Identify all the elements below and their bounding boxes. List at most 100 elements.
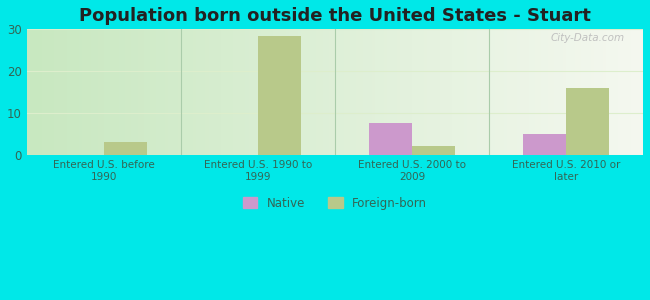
Bar [187, 29, 190, 155]
Bar [510, 29, 514, 155]
Bar [168, 29, 172, 155]
Bar [33, 29, 36, 155]
Bar [64, 29, 67, 155]
Bar [554, 29, 557, 155]
Bar [402, 29, 406, 155]
Bar [101, 29, 104, 155]
Bar [593, 29, 597, 155]
Bar [640, 29, 643, 155]
Bar [480, 29, 483, 155]
Bar [458, 29, 462, 155]
Bar [67, 29, 70, 155]
Bar [227, 29, 230, 155]
Bar [313, 29, 317, 155]
Bar [523, 29, 526, 155]
Bar [104, 29, 107, 155]
Bar [400, 29, 402, 155]
Bar [492, 29, 495, 155]
Bar [517, 29, 520, 155]
Bar [150, 29, 153, 155]
Bar [625, 29, 628, 155]
Bar [129, 29, 131, 155]
Bar [634, 29, 637, 155]
Bar [76, 29, 79, 155]
Bar [560, 29, 563, 155]
Bar [347, 29, 350, 155]
Bar [588, 29, 591, 155]
Bar [421, 29, 424, 155]
Bar [162, 29, 165, 155]
Bar [591, 29, 593, 155]
Bar [202, 29, 205, 155]
Bar [196, 29, 200, 155]
Bar [547, 29, 551, 155]
Bar [55, 29, 57, 155]
Bar [122, 29, 125, 155]
Bar [258, 36, 301, 155]
Bar [230, 29, 233, 155]
Bar [578, 29, 581, 155]
Bar [545, 29, 547, 155]
Bar [79, 29, 82, 155]
Bar [498, 29, 501, 155]
Bar [393, 29, 396, 155]
Bar [42, 29, 45, 155]
Bar [159, 29, 162, 155]
Bar [131, 29, 135, 155]
Bar [51, 29, 55, 155]
Bar [233, 29, 236, 155]
Bar [242, 29, 246, 155]
Legend: Native, Foreign-born: Native, Foreign-born [238, 192, 432, 214]
Bar [412, 29, 415, 155]
Bar [218, 29, 221, 155]
Bar [520, 29, 523, 155]
Bar [57, 29, 60, 155]
Bar [616, 29, 618, 155]
Bar [504, 29, 508, 155]
Bar [483, 29, 486, 155]
Bar [298, 29, 301, 155]
Bar [495, 29, 498, 155]
Bar [427, 29, 430, 155]
Bar [45, 29, 48, 155]
Bar [612, 29, 616, 155]
Bar [381, 29, 384, 155]
Bar [532, 29, 535, 155]
Bar [258, 29, 261, 155]
Bar [375, 29, 378, 155]
Bar [181, 29, 184, 155]
Bar [369, 123, 412, 155]
Bar [221, 29, 224, 155]
Bar [557, 29, 560, 155]
Bar [60, 29, 64, 155]
Bar [138, 29, 140, 155]
Bar [335, 29, 338, 155]
Bar [366, 29, 369, 155]
Bar [184, 29, 187, 155]
Bar [317, 29, 319, 155]
Bar [175, 29, 177, 155]
Bar [606, 29, 609, 155]
Bar [359, 29, 363, 155]
Bar [292, 29, 295, 155]
Bar [575, 29, 578, 155]
Bar [584, 29, 588, 155]
Bar [319, 29, 322, 155]
Bar [424, 29, 427, 155]
Bar [387, 29, 391, 155]
Bar [474, 29, 476, 155]
Bar [501, 29, 504, 155]
Bar [356, 29, 359, 155]
Bar [566, 88, 609, 155]
Bar [310, 29, 313, 155]
Bar [36, 29, 39, 155]
Bar [119, 29, 122, 155]
Bar [514, 29, 517, 155]
Bar [344, 29, 347, 155]
Bar [73, 29, 76, 155]
Bar [378, 29, 381, 155]
Bar [214, 29, 218, 155]
Bar [332, 29, 335, 155]
Bar [452, 29, 455, 155]
Bar [329, 29, 332, 155]
